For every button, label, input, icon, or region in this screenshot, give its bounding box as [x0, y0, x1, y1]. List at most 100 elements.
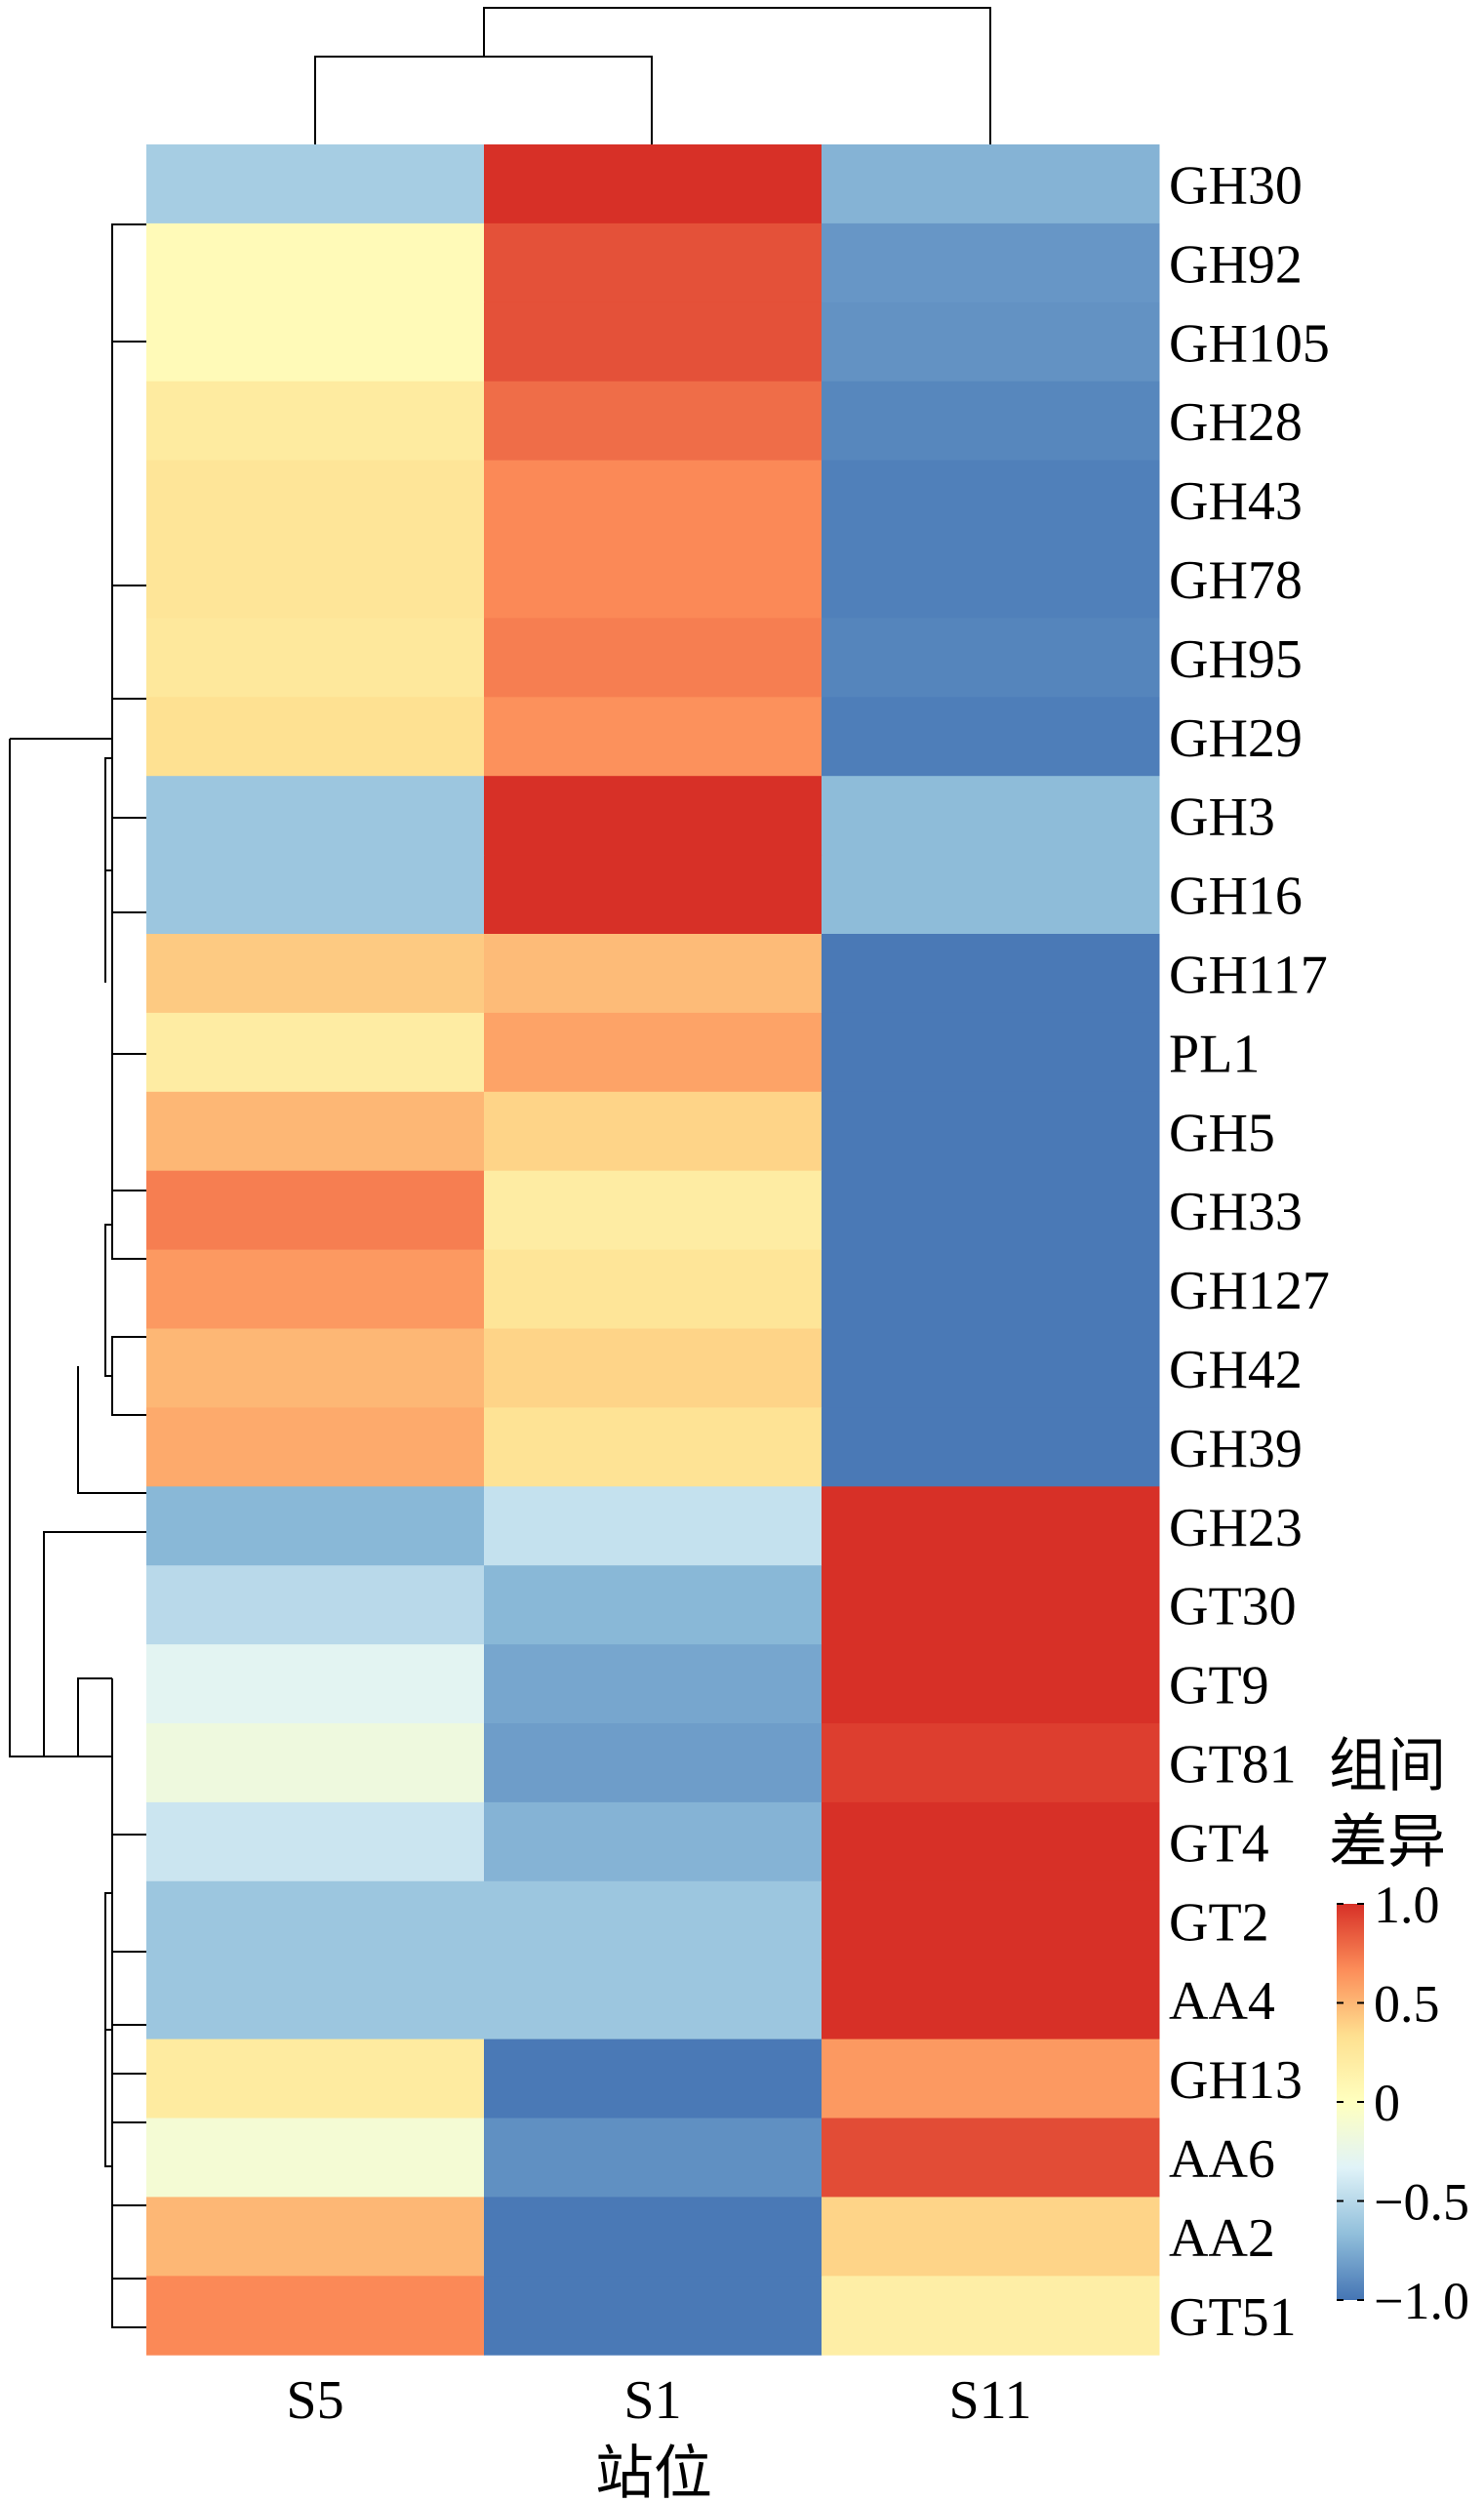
row-label: AA2 [1169, 2208, 1275, 2269]
heatmap-cell [484, 855, 822, 935]
heatmap-cell [484, 539, 822, 619]
legend-tick-label: 0 [1374, 2074, 1400, 2132]
heatmap-cell [484, 2039, 822, 2119]
heatmap-cell [484, 1486, 822, 1566]
heatmap-cell [484, 1012, 822, 1093]
heatmap-cell [822, 1644, 1160, 1724]
heatmap-cell [822, 2039, 1160, 2119]
heatmap-cell [822, 1723, 1160, 1803]
heatmap-cell [146, 697, 485, 777]
column-dendrogram [314, 7, 991, 144]
heatmap-cell [484, 1091, 822, 1172]
row-label: GH23 [1169, 1498, 1303, 1558]
heatmap-cell [484, 2197, 822, 2277]
row-dendrogram-b8 [43, 1531, 146, 1757]
heatmap-cell [822, 1249, 1160, 1329]
row-label: GT9 [1169, 1656, 1269, 1716]
heatmap-cell [146, 144, 485, 224]
heatmap-cell [146, 381, 485, 462]
heatmap-cell [822, 539, 1160, 619]
heatmap-cell [146, 1801, 485, 1882]
heatmap-cell [822, 1486, 1160, 1566]
heatmap-cell [822, 2197, 1160, 2277]
heatmap-cell [146, 1486, 485, 1566]
heatmap-cell [822, 381, 1160, 462]
heatmap-cell [146, 302, 485, 383]
heatmap-cell [146, 1170, 485, 1251]
row-dendrogram-b1 [111, 1834, 146, 1953]
heatmap-cell [484, 1644, 822, 1724]
heatmap-cell [484, 1565, 822, 1645]
row-label: GH117 [1169, 946, 1328, 1006]
heatmap-cell [822, 144, 1160, 224]
heatmap-cell [146, 1565, 485, 1645]
heatmap-cell [484, 460, 822, 540]
x-axis-label: 站位 [595, 2442, 712, 2503]
heatmap-cell [146, 776, 485, 856]
row-label: GH42 [1169, 1340, 1303, 1400]
row-label: GH43 [1169, 471, 1303, 532]
row-label: GT51 [1169, 2287, 1297, 2348]
row-label: AA4 [1169, 1971, 1275, 2032]
heatmap-cell [146, 1959, 485, 2040]
row-label: GH29 [1169, 708, 1303, 769]
heatmap-cell [146, 1644, 485, 1724]
column-label: S1 [623, 2370, 681, 2431]
legend-tick-label: −0.5 [1374, 2173, 1469, 2232]
row-labels: GH30 GH92 GH105 GH28 GH43 GH78 GH95 GH29 GH3 GH16… [1169, 155, 1330, 2347]
heatmap-cell [484, 1723, 822, 1803]
heatmap-cell [146, 1249, 485, 1329]
heatmap-cell [484, 2276, 822, 2356]
heatmap-cell [146, 2197, 485, 2277]
heatmap-cell [484, 144, 822, 224]
column-dendrogram-link-root [483, 7, 991, 144]
row-label: GH3 [1169, 787, 1275, 848]
row-label: AA6 [1169, 2129, 1275, 2190]
heatmap-cell [484, 1801, 822, 1882]
heatmap-cell [822, 1012, 1160, 1093]
column-label: S11 [948, 2370, 1031, 2431]
heatmap-cell [822, 1407, 1160, 1487]
row-label: GH127 [1169, 1261, 1330, 1321]
heatmap-cell [146, 2276, 485, 2356]
heatmap-cell [484, 302, 822, 383]
heatmap-cell [146, 539, 485, 619]
row-dendrogram-stub-bottom [44, 1677, 112, 1757]
heatmap-cell [822, 1880, 1160, 1961]
row-dendrogram-a1 [111, 698, 146, 819]
row-label: GT30 [1169, 1577, 1297, 1637]
row-dendrogram-b4 [111, 2278, 146, 2328]
heatmap-cell [146, 1091, 485, 1172]
heatmap-cell [822, 460, 1160, 540]
heatmap-cell [146, 1723, 485, 1803]
heatmap-cells [146, 144, 1160, 2356]
heatmap-cell [822, 1801, 1160, 1882]
heatmap-cell [484, 1249, 822, 1329]
row-dendrogram-b3 [111, 2121, 146, 2206]
heatmap-cell [146, 2118, 485, 2198]
row-label: GH33 [1169, 1182, 1303, 1242]
heatmap-cell [822, 1091, 1160, 1172]
heatmap-cell [146, 460, 485, 540]
heatmap-cell [822, 776, 1160, 856]
row-label: GH39 [1169, 1419, 1303, 1479]
row-dendrogram-a5 [104, 757, 112, 983]
heatmap-cell [146, 2039, 485, 2119]
heatmap-cell [484, 1407, 822, 1487]
heatmap-cell [484, 2118, 822, 2198]
row-dendrogram-a3 [111, 1190, 146, 1260]
heatmap-cell [822, 1170, 1160, 1251]
heatmap-cell [146, 618, 485, 698]
heatmap-cell [822, 2118, 1160, 2198]
row-label: GH105 [1169, 313, 1330, 374]
heatmap-cell [146, 1012, 485, 1093]
legend-tick-label: 0.5 [1374, 1975, 1440, 2034]
row-label: GT4 [1169, 1813, 1269, 1874]
row-label: GT81 [1169, 1735, 1297, 1796]
heatmap-cell [146, 1328, 485, 1408]
row-dendrogram-b2 [111, 2024, 146, 2075]
heatmap-cell [822, 222, 1160, 303]
legend-tick-label: 1.0 [1374, 1876, 1440, 1934]
row-dendrogram-a2 [111, 911, 146, 1055]
